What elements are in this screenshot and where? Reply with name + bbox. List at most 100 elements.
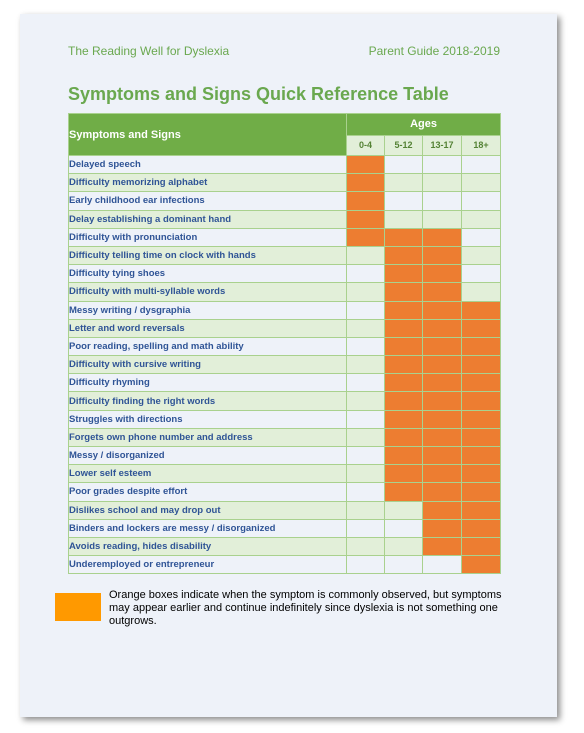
header-guide-year: Parent Guide 2018-2019 <box>368 44 500 58</box>
table-row: Dislikes school and may drop out <box>68 500 502 520</box>
age-cell-highlighted <box>384 300 423 320</box>
age-cell <box>422 555 462 575</box>
age-cell-highlighted <box>422 264 462 284</box>
symptom-label: Struggles with directions <box>68 409 347 429</box>
age-cell <box>346 245 385 266</box>
symptom-label: Messy / disorganized <box>68 445 347 466</box>
age-cell-highlighted <box>384 282 423 302</box>
age-cell <box>422 191 462 211</box>
age-cell <box>346 482 385 502</box>
symptom-label: Forgets own phone number and address <box>68 427 347 448</box>
table-row: Delayed speech <box>68 154 502 175</box>
age-cell <box>460 264 502 284</box>
symptom-label: Difficulty telling time on clock with ha… <box>68 245 347 266</box>
document-page: The Reading Well for Dyslexia Parent Gui… <box>20 14 557 717</box>
age-cell-highlighted <box>346 227 385 247</box>
age-cell <box>460 173 502 193</box>
table-row: Delay establishing a dominant hand <box>68 209 502 229</box>
age-cell <box>460 245 502 266</box>
table-body: Delayed speech Difficulty memorizing alph… <box>68 154 502 575</box>
symptom-label: Letter and word reversals <box>68 318 347 338</box>
age-cell <box>346 264 385 284</box>
age-cell <box>346 518 385 538</box>
age-cell <box>346 464 385 484</box>
symptom-label: Dislikes school and may drop out <box>68 500 347 520</box>
table-row: Poor reading, spelling and math ability <box>68 336 502 357</box>
legend-text: Orange boxes indicate when the symptom i… <box>109 589 502 627</box>
symptom-label: Delay establishing a dominant hand <box>68 209 347 229</box>
age-group-header: 0-4 <box>346 134 385 156</box>
age-cell-highlighted <box>460 427 502 448</box>
age-cell <box>422 173 462 193</box>
age-cell-highlighted <box>422 318 462 338</box>
age-cell <box>384 555 423 575</box>
age-cell-highlighted <box>460 373 502 393</box>
table-row: Avoids reading, hides disability <box>68 536 502 557</box>
age-cell <box>346 355 385 375</box>
age-cell-highlighted <box>460 482 502 502</box>
age-cell-highlighted <box>384 318 423 338</box>
age-cell-highlighted <box>384 355 423 375</box>
age-cell <box>346 373 385 393</box>
age-cell-highlighted <box>422 464 462 484</box>
age-cell-highlighted <box>422 500 462 520</box>
age-cell-highlighted <box>460 464 502 484</box>
table-row: Underemployed or entrepreneur <box>68 555 502 575</box>
age-cell-highlighted <box>346 173 385 193</box>
age-cell-highlighted <box>422 409 462 429</box>
symptom-label: Difficulty finding the right words <box>68 391 347 411</box>
legend-color-swatch <box>55 593 101 621</box>
age-cell-highlighted <box>460 409 502 429</box>
age-cell-highlighted <box>346 154 385 175</box>
age-cell-highlighted <box>460 355 502 375</box>
symptom-label: Difficulty with pronunciation <box>68 227 347 247</box>
age-cell-highlighted <box>384 427 423 448</box>
age-cell-highlighted <box>422 300 462 320</box>
age-cell-highlighted <box>422 336 462 357</box>
age-cell <box>346 536 385 557</box>
age-cell-highlighted <box>422 282 462 302</box>
table-row: Forgets own phone number and address <box>68 427 502 448</box>
age-cell <box>384 500 423 520</box>
age-cell-highlighted <box>460 300 502 320</box>
age-cell-highlighted <box>460 518 502 538</box>
age-cell-highlighted <box>422 518 462 538</box>
age-cell <box>384 173 423 193</box>
symptom-label: Delayed speech <box>68 154 347 175</box>
age-cell <box>460 154 502 175</box>
age-cell-highlighted <box>422 445 462 466</box>
age-cell <box>346 300 385 320</box>
table-row: Difficulty finding the right words <box>68 391 502 411</box>
age-cell <box>422 209 462 229</box>
table-row: Difficulty telling time on clock with ha… <box>68 245 502 266</box>
age-cell-highlighted <box>460 391 502 411</box>
age-cell <box>346 555 385 575</box>
symptom-label: Difficulty tying shoes <box>68 264 347 284</box>
age-cell <box>460 282 502 302</box>
table-row: Early childhood ear infections <box>68 191 502 211</box>
age-cell <box>384 154 423 175</box>
age-cell-highlighted <box>460 318 502 338</box>
age-cell-highlighted <box>422 245 462 266</box>
age-cell-highlighted <box>384 336 423 357</box>
table-row: Difficulty tying shoes <box>68 264 502 284</box>
age-group-header: 18+ <box>460 134 502 156</box>
age-cell <box>346 391 385 411</box>
age-cell-highlighted <box>384 464 423 484</box>
age-cell <box>460 209 502 229</box>
table-row: Letter and word reversals <box>68 318 502 338</box>
symptoms-reference-table: Symptoms and Signs Ages 0-4 5-12 13-17 1… <box>68 113 502 575</box>
symptom-label: Difficulty with multi-syllable words <box>68 282 347 302</box>
age-cell <box>384 191 423 211</box>
age-cell-highlighted <box>346 191 385 211</box>
table-row: Struggles with directions <box>68 409 502 429</box>
age-cell-highlighted <box>422 227 462 247</box>
symptom-label: Early childhood ear infections <box>68 191 347 211</box>
page-title: Symptoms and Signs Quick Reference Table <box>68 84 449 104</box>
age-group-header: 13-17 <box>422 134 462 156</box>
symptom-label: Avoids reading, hides disability <box>68 536 347 557</box>
table-row: Messy / disorganized <box>68 445 502 466</box>
symptom-label: Difficulty rhyming <box>68 373 347 393</box>
age-cell-highlighted <box>422 427 462 448</box>
age-cell <box>422 154 462 175</box>
